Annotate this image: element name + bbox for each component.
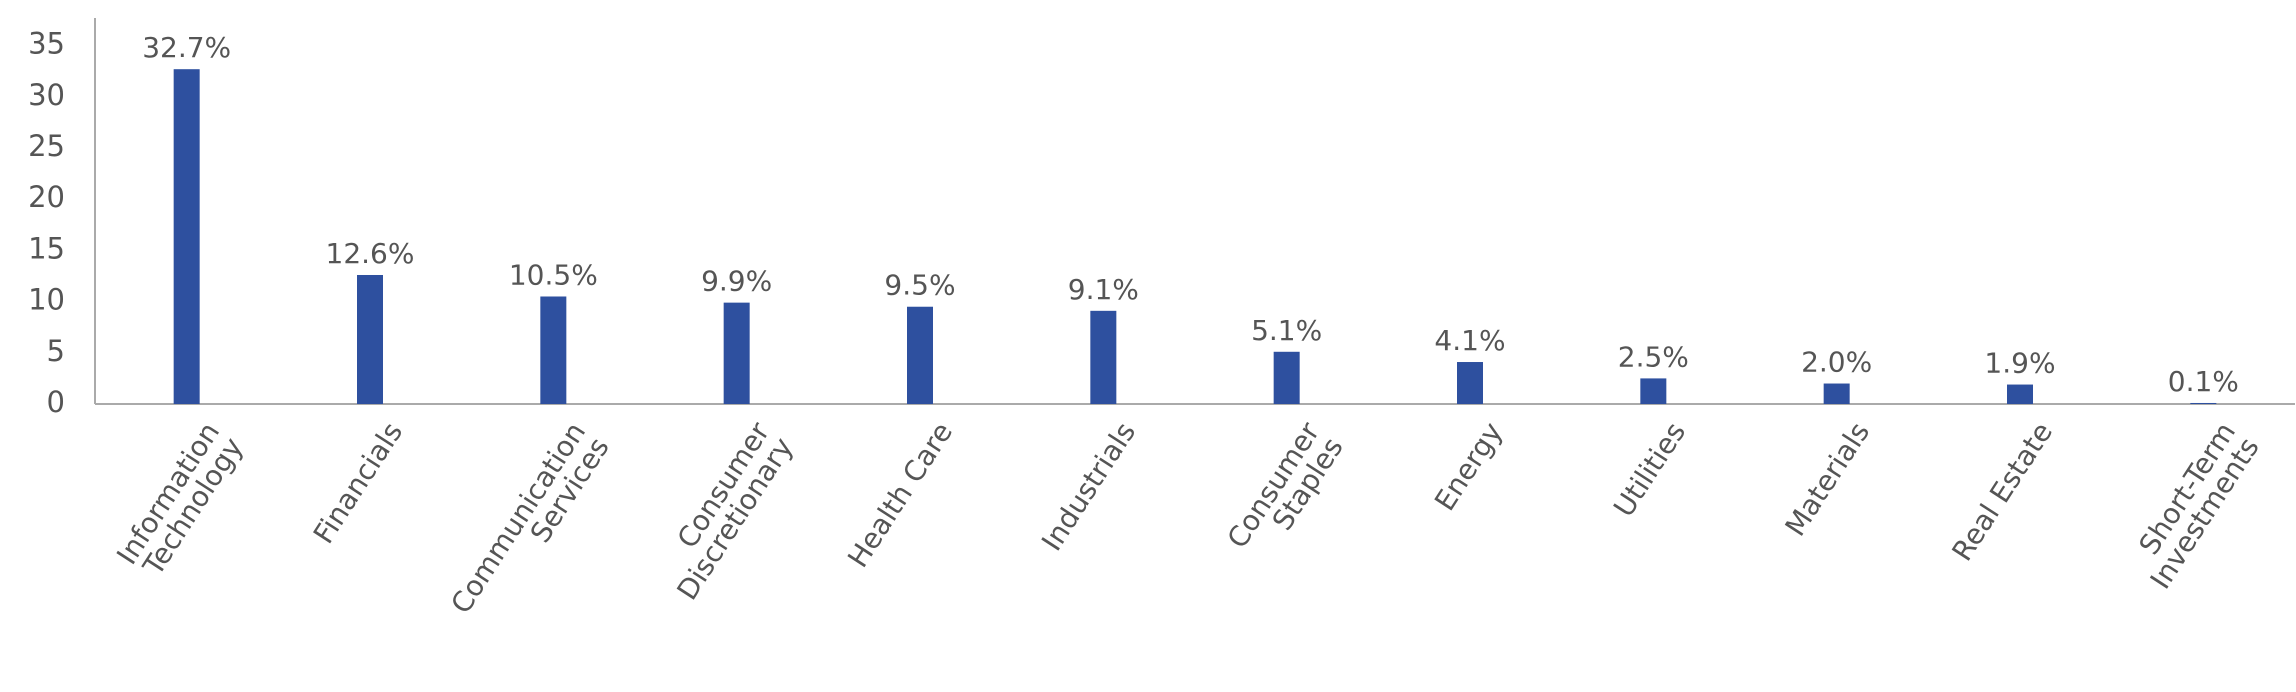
y-tick-label: 0 xyxy=(47,385,65,419)
value-label: 10.5% xyxy=(509,258,598,291)
bar xyxy=(173,69,200,404)
bar xyxy=(357,274,383,404)
value-label: 9.5% xyxy=(884,269,955,302)
y-tick-label: 5 xyxy=(47,334,65,368)
bar xyxy=(723,302,750,404)
bar xyxy=(1090,310,1117,404)
bar xyxy=(1640,378,1667,404)
y-tick-label: 25 xyxy=(28,129,65,163)
y-tick-label: 30 xyxy=(28,78,65,112)
y-tick-label: 35 xyxy=(28,27,65,61)
bar xyxy=(907,306,933,404)
y-tick-label: 20 xyxy=(28,180,65,214)
y-tick-label: 15 xyxy=(28,231,65,265)
value-label: 12.6% xyxy=(326,237,415,270)
bar xyxy=(540,296,567,404)
value-label: 2.5% xyxy=(1618,340,1689,373)
value-label: 9.1% xyxy=(1068,273,1139,306)
value-label: 4.1% xyxy=(1434,324,1505,357)
y-tick-label: 10 xyxy=(28,283,65,317)
value-label: 9.9% xyxy=(701,265,772,298)
bar xyxy=(2007,384,2033,404)
value-label: 1.9% xyxy=(1984,347,2055,380)
bar xyxy=(1457,362,1483,404)
bar xyxy=(2190,402,2217,404)
value-label: 5.1% xyxy=(1251,314,1322,347)
bar xyxy=(1823,383,1850,404)
bar xyxy=(1273,351,1300,404)
value-label: 0.1% xyxy=(2168,365,2239,398)
value-label: 32.7% xyxy=(142,31,231,64)
value-label: 2.0% xyxy=(1801,346,1872,379)
